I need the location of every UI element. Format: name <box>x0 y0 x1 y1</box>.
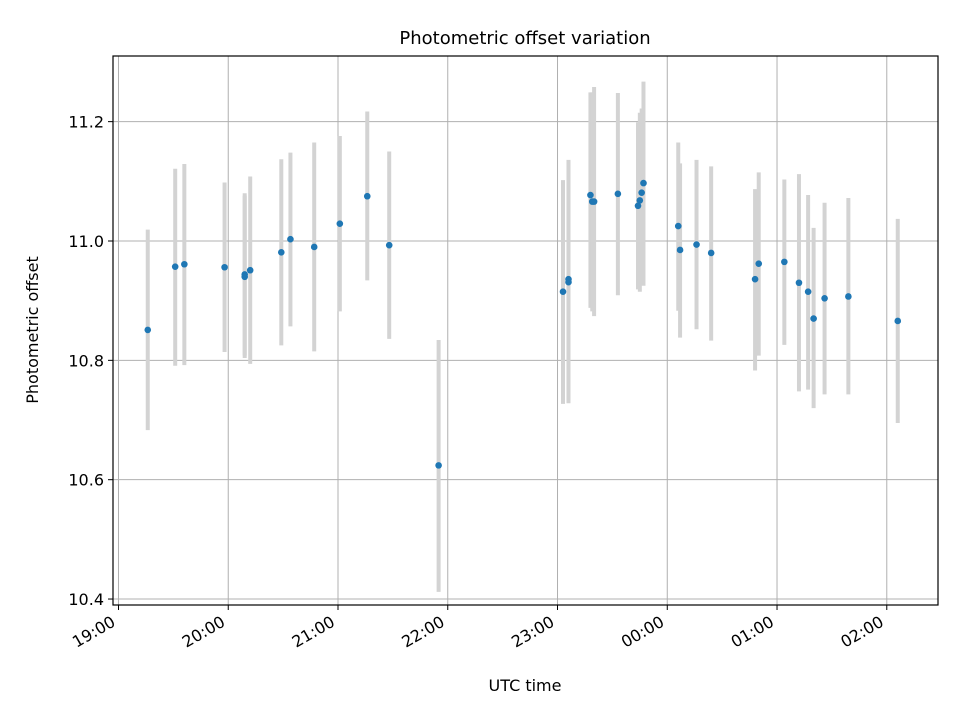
data-point <box>693 241 700 248</box>
data-point <box>221 263 228 271</box>
data-point <box>171 263 179 270</box>
data-point <box>587 191 594 199</box>
data-point <box>845 293 852 300</box>
data-point <box>707 249 715 257</box>
y-tick-label: 10.6 <box>68 471 104 490</box>
data-point <box>894 317 902 325</box>
x-axis-label: UTC time <box>489 676 562 695</box>
data-point <box>385 241 393 249</box>
data-point <box>674 222 682 230</box>
data-point <box>287 235 294 243</box>
y-axis-label: Photometric offset <box>23 256 42 404</box>
data-point <box>640 179 647 187</box>
data-point <box>435 462 442 469</box>
y-axis: 10.4 10.6 10.8 11.0 11.2 <box>68 113 113 609</box>
data-point <box>751 275 759 283</box>
data-point <box>336 220 344 227</box>
data-point <box>241 273 249 281</box>
chart-title: Photometric offset variation <box>399 28 650 49</box>
data-point <box>565 278 572 286</box>
data-point <box>614 190 622 198</box>
data-point <box>804 288 812 296</box>
data-point <box>590 198 598 205</box>
data-point <box>676 246 684 254</box>
data-points <box>144 179 902 469</box>
y-tick-label: 11.0 <box>68 232 104 251</box>
data-point <box>310 243 318 251</box>
y-tick-label: 10.4 <box>68 590 104 609</box>
data-point <box>795 279 803 287</box>
data-point <box>821 294 828 302</box>
data-point <box>781 258 788 266</box>
data-point <box>363 192 371 200</box>
y-tick-label: 11.2 <box>68 113 104 132</box>
data-point <box>559 288 567 296</box>
data-point <box>638 189 645 196</box>
data-point <box>277 249 285 256</box>
data-point <box>755 260 763 267</box>
data-point <box>636 197 644 204</box>
data-point <box>634 202 642 210</box>
data-point <box>810 315 817 322</box>
y-tick-label: 10.8 <box>68 351 104 370</box>
plot-frame <box>112 55 939 606</box>
data-point <box>144 326 152 334</box>
data-point <box>246 266 254 274</box>
data-point <box>181 260 188 268</box>
